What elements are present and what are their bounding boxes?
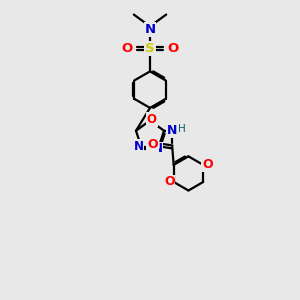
Text: S: S: [145, 42, 155, 55]
Text: O: O: [202, 158, 213, 171]
Text: O: O: [164, 176, 175, 188]
Text: O: O: [147, 113, 157, 126]
Text: N: N: [152, 142, 163, 155]
Text: O: O: [122, 42, 133, 55]
Text: N: N: [134, 140, 143, 152]
Text: N: N: [167, 124, 177, 137]
Text: H: H: [178, 124, 185, 134]
Text: O: O: [167, 42, 178, 55]
Text: O: O: [147, 138, 158, 151]
Text: N: N: [144, 23, 156, 36]
